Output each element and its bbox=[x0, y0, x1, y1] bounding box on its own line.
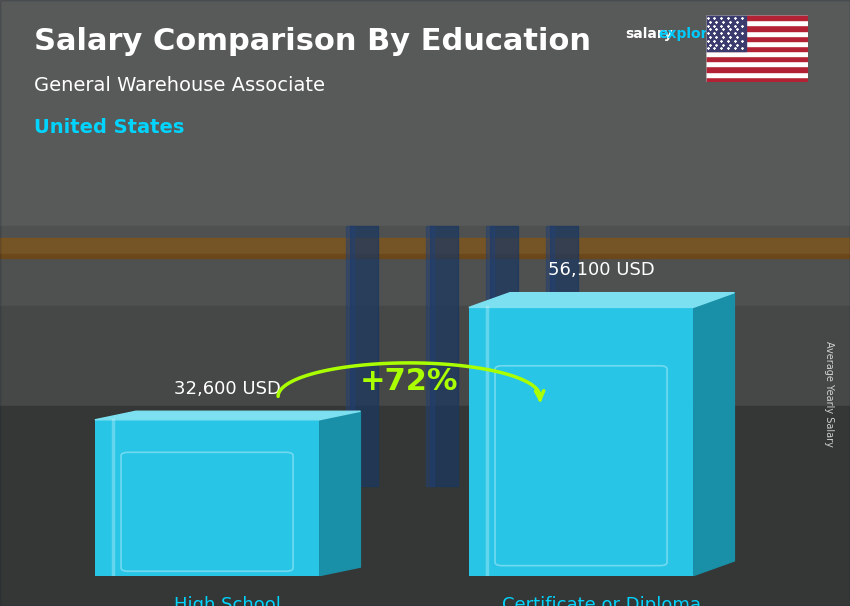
Bar bbox=[469, 307, 694, 576]
Polygon shape bbox=[95, 411, 360, 420]
Bar bbox=[706, 36, 808, 41]
Bar bbox=[0, 254, 850, 258]
Bar bbox=[430, 226, 458, 486]
Bar bbox=[0, 0, 850, 226]
Bar bbox=[426, 226, 434, 486]
Polygon shape bbox=[694, 293, 734, 576]
Bar bbox=[546, 226, 554, 486]
Text: 32,600 USD: 32,600 USD bbox=[174, 380, 281, 398]
Bar bbox=[0, 306, 850, 406]
Text: explorer.com: explorer.com bbox=[659, 27, 760, 41]
Text: Average Yearly Salary: Average Yearly Salary bbox=[824, 341, 834, 447]
Text: United States: United States bbox=[34, 118, 184, 137]
Bar bbox=[706, 15, 808, 20]
Text: High School: High School bbox=[174, 596, 281, 606]
Bar bbox=[0, 238, 850, 256]
Text: Salary Comparison By Education: Salary Comparison By Education bbox=[34, 27, 591, 56]
Bar bbox=[706, 61, 808, 67]
Bar bbox=[550, 226, 578, 486]
Bar bbox=[706, 41, 808, 46]
Bar bbox=[350, 226, 378, 486]
Bar bbox=[706, 15, 746, 51]
Bar bbox=[706, 72, 808, 77]
Bar bbox=[0, 226, 850, 306]
Bar bbox=[706, 51, 808, 56]
Polygon shape bbox=[320, 411, 360, 576]
Bar bbox=[706, 25, 808, 30]
Bar bbox=[706, 46, 808, 51]
Bar bbox=[95, 420, 320, 576]
Bar bbox=[0, 406, 850, 606]
Text: 56,100 USD: 56,100 USD bbox=[548, 261, 655, 279]
Bar bbox=[706, 77, 808, 82]
Text: Certificate or Diploma: Certificate or Diploma bbox=[502, 596, 701, 606]
Text: +72%: +72% bbox=[360, 367, 458, 396]
Bar bbox=[706, 20, 808, 25]
Bar bbox=[706, 56, 808, 61]
Bar bbox=[346, 226, 354, 486]
Bar bbox=[706, 67, 808, 72]
Bar bbox=[706, 30, 808, 36]
Polygon shape bbox=[469, 293, 734, 307]
Text: General Warehouse Associate: General Warehouse Associate bbox=[34, 76, 325, 95]
Bar bbox=[490, 226, 518, 486]
Bar bbox=[486, 226, 494, 486]
Text: salary: salary bbox=[625, 27, 672, 41]
